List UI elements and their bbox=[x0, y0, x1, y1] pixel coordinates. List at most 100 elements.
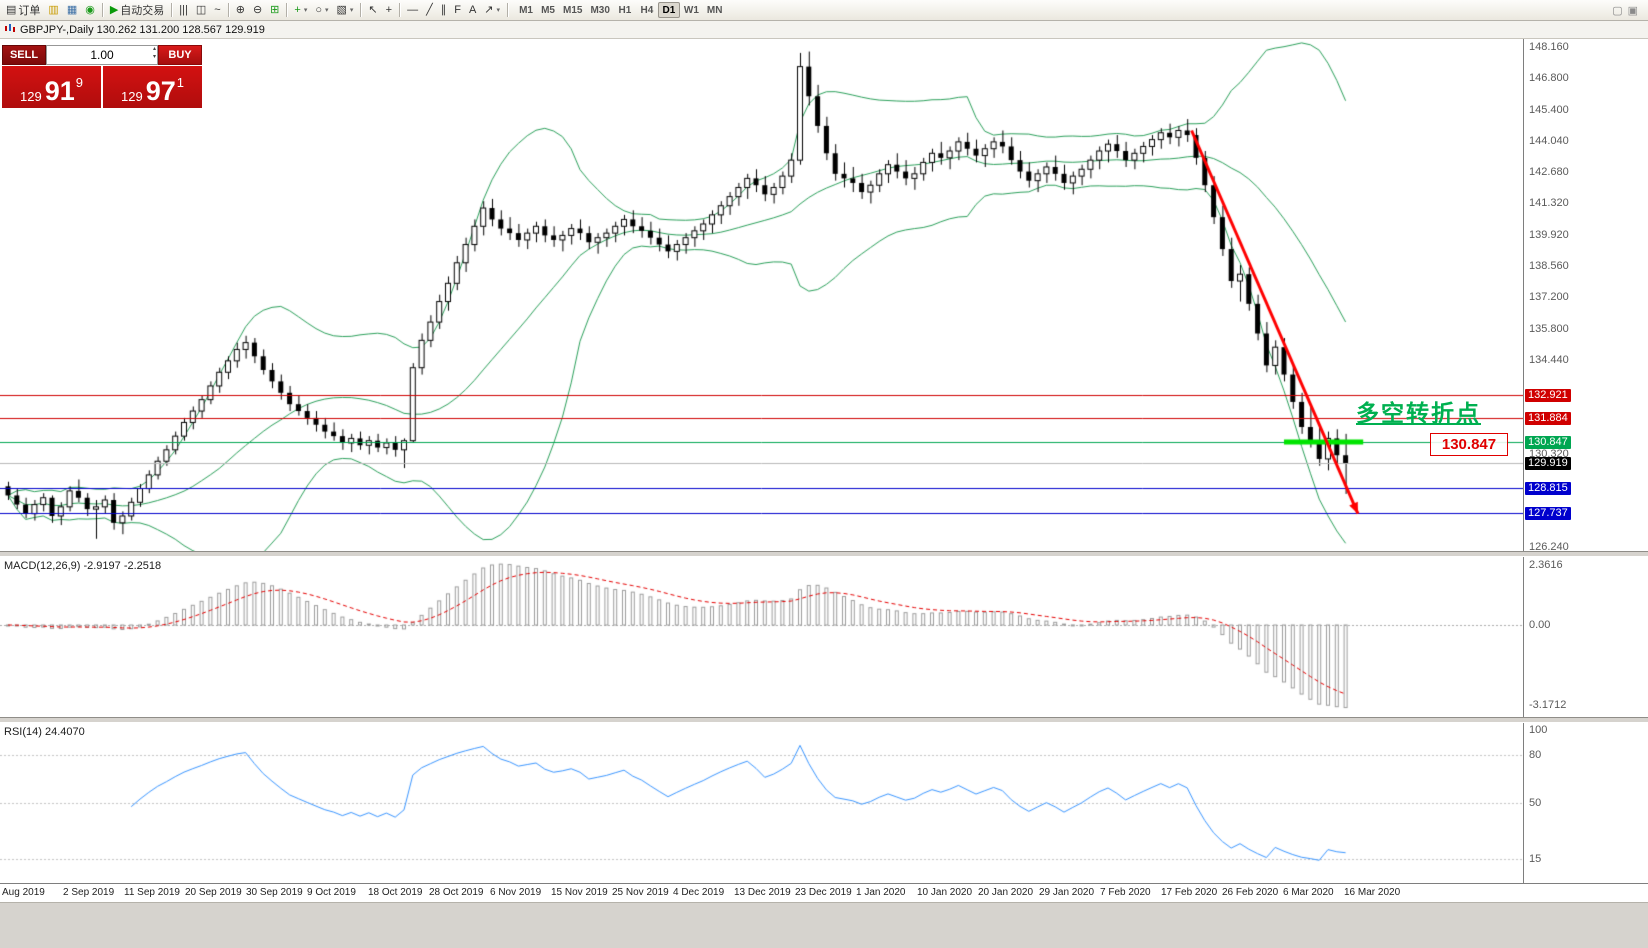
price-axis[interactable]: 148.160 146.800 145.400 144.040 142.680 141.3… bbox=[1523, 39, 1648, 553]
candlestick-chart-button[interactable]: ◫ bbox=[192, 2, 210, 19]
market-watch-button[interactable]: ▥ bbox=[44, 2, 62, 19]
macd-pane[interactable]: MACD(12,26,9) -2.9197 -2.2518 2.3616 0.00… bbox=[0, 557, 1648, 717]
indicators-button[interactable]: + ▾ bbox=[290, 2, 311, 19]
macd-axis[interactable]: 2.3616 0.00 -3.1712 bbox=[1523, 557, 1648, 717]
buy-price-pips: 97 bbox=[145, 76, 176, 107]
zoom-in-icon: ⊕ bbox=[235, 3, 245, 16]
date-axis-label: 13 Dec 2019 bbox=[734, 887, 791, 898]
zoom-out-button[interactable]: ⊖ bbox=[249, 2, 266, 19]
new-order-button-label: 订单 bbox=[18, 5, 41, 17]
price-chart-canvas[interactable] bbox=[0, 39, 1523, 551]
data-window-button[interactable]: ▦ bbox=[63, 2, 81, 19]
sell-price-main: 129 bbox=[20, 89, 42, 104]
date-axis-label: 10 Jan 2020 bbox=[917, 887, 973, 898]
window-restore-icon[interactable]: ▢ bbox=[1612, 4, 1623, 17]
market-watch-icon: ▥ bbox=[48, 3, 59, 16]
price-axis-label: 145.400 bbox=[1529, 103, 1569, 116]
sell-price-frac: 9 bbox=[75, 75, 83, 90]
toolbar-separator bbox=[399, 3, 401, 17]
chevron-down-icon: ▾ bbox=[496, 7, 501, 14]
chart-tab-icon bbox=[4, 23, 16, 37]
cursor-button[interactable]: ↖ bbox=[364, 2, 381, 19]
lot-size-field[interactable]: 1.00 ▴ ▾ bbox=[46, 45, 158, 65]
price-axis-label: 137.200 bbox=[1529, 290, 1569, 303]
bar-chart-icon: ||| bbox=[179, 3, 188, 16]
toolbar-separator bbox=[507, 3, 509, 17]
text-icon: A bbox=[468, 3, 477, 16]
price-axis-label: 141.320 bbox=[1529, 197, 1569, 210]
lot-increase-button[interactable]: ▴ bbox=[152, 46, 156, 52]
price-level-label[interactable]: 130.847 bbox=[1430, 433, 1508, 456]
horizontal-line-button[interactable]: — bbox=[403, 2, 422, 19]
macd-canvas[interactable] bbox=[0, 557, 1523, 717]
macd-label: MACD(12,26,9) -2.9197 -2.2518 bbox=[4, 560, 162, 572]
rsi-pane[interactable]: RSI(14) 24.4070 100 80 50 15 bbox=[0, 723, 1648, 883]
channel-button[interactable]: ∥ bbox=[437, 2, 451, 19]
turning-point-annotation[interactable]: 多空转折点 bbox=[1356, 400, 1481, 426]
timeframe-h4[interactable]: H4 bbox=[636, 2, 658, 18]
buy-price-frac: 1 bbox=[176, 75, 184, 90]
toolbar-right-icons: ▢ ▣ bbox=[1612, 4, 1646, 17]
help-button[interactable]: ◉ bbox=[81, 2, 99, 19]
pane-divider-rsi[interactable] bbox=[0, 717, 1648, 723]
rsi-label: RSI(14) 24.4070 bbox=[4, 726, 85, 738]
crosshair-button[interactable]: + bbox=[382, 2, 396, 19]
bar-chart-button[interactable]: ||| bbox=[175, 2, 192, 19]
toolbar-separator bbox=[286, 3, 288, 17]
timeframe-h1[interactable]: H1 bbox=[614, 2, 636, 18]
timeframe-m1[interactable]: M1 bbox=[515, 2, 537, 18]
main-toolbar: ▤ 订单 ▥ ▦ ◉ ▶ 自动交易 ||| ◫ ~ ⊕ ⊖ ⊞ + ▾ ○ ▾ ▧ ▾ ↖ + — ╱ ∥ F A ↗ ▾ M1 M5 M1… bbox=[0, 0, 1648, 21]
autotrading-button[interactable]: ▶ 自动交易 bbox=[106, 2, 168, 19]
date-axis-label: 7 Feb 2020 bbox=[1100, 887, 1151, 898]
date-axis-label: 25 Nov 2019 bbox=[612, 887, 669, 898]
trendline-button[interactable]: ╱ bbox=[422, 2, 437, 19]
sell-button[interactable]: SELL bbox=[2, 45, 46, 65]
date-axis-label: 23 Dec 2019 bbox=[795, 887, 852, 898]
buy-price-display[interactable]: 129 97 1 bbox=[103, 66, 202, 108]
price-axis-label: 144.040 bbox=[1529, 134, 1569, 147]
timeframe-m15[interactable]: M15 bbox=[559, 2, 586, 18]
timeframe-d1[interactable]: D1 bbox=[657, 2, 680, 18]
lot-decrease-button[interactable]: ▾ bbox=[152, 53, 156, 60]
price-tag: 132.921 bbox=[1525, 388, 1571, 402]
timeframe-mn[interactable]: MN bbox=[703, 2, 727, 18]
tile-windows-button[interactable]: ⊞ bbox=[266, 2, 283, 19]
price-chart-pane[interactable]: 148.160 146.800 145.400 144.040 142.680 141.3… bbox=[0, 39, 1648, 553]
date-axis-label: 2 Sep 2019 bbox=[63, 887, 115, 898]
periods-button[interactable]: ○ ▾ bbox=[311, 2, 332, 19]
date-axis-label: 20 Sep 2019 bbox=[185, 887, 242, 898]
channel-icon: ∥ bbox=[440, 3, 447, 16]
cursor-icon: ↖ bbox=[368, 3, 378, 16]
timeframe-m5[interactable]: M5 bbox=[537, 2, 559, 18]
chevron-down-icon: ▾ bbox=[324, 7, 329, 14]
zoom-in-button[interactable]: ⊕ bbox=[232, 2, 249, 19]
lot-size-value[interactable]: 1.00 bbox=[90, 48, 114, 62]
chart-title: GBPJPY-,Daily 130.262 131.200 128.567 12… bbox=[20, 23, 265, 36]
fibonacci-button[interactable]: F bbox=[450, 2, 465, 19]
crosshair-icon: + bbox=[385, 3, 393, 16]
rsi-canvas[interactable] bbox=[0, 723, 1523, 883]
toolbar-separator bbox=[227, 3, 229, 17]
templates-button[interactable]: ▧ ▾ bbox=[333, 2, 358, 19]
date-axis[interactable]: Aug 2019 2 Sep 2019 11 Sep 2019 20 Sep 2019… bbox=[0, 883, 1648, 902]
toolbar-separator bbox=[171, 3, 173, 17]
text-button[interactable]: A bbox=[465, 2, 480, 19]
sell-price-display[interactable]: 129 91 9 bbox=[2, 66, 101, 108]
rsi-axis[interactable]: 100 80 50 15 bbox=[1523, 723, 1648, 883]
date-axis-label: 29 Jan 2020 bbox=[1039, 887, 1095, 898]
timeframe-w1[interactable]: W1 bbox=[680, 2, 703, 18]
arrows-button[interactable]: ↗ ▾ bbox=[480, 2, 504, 19]
window-menu-icon[interactable]: ▣ bbox=[1627, 4, 1638, 17]
date-axis-label: 9 Oct 2019 bbox=[307, 887, 356, 898]
line-chart-button[interactable]: ~ bbox=[210, 2, 224, 19]
price-axis-label: 126.240 bbox=[1529, 540, 1569, 553]
price-tag: 127.737 bbox=[1525, 506, 1571, 520]
date-axis-label: 20 Jan 2020 bbox=[978, 887, 1034, 898]
new-order-button[interactable]: ▤ 订单 bbox=[2, 2, 44, 19]
pane-divider-macd[interactable] bbox=[0, 551, 1648, 557]
timeframe-m30[interactable]: M30 bbox=[586, 2, 613, 18]
date-axis-label: 6 Nov 2019 bbox=[490, 887, 542, 898]
buy-button[interactable]: BUY bbox=[158, 45, 202, 65]
autotrading-icon: ▶ bbox=[109, 3, 119, 16]
